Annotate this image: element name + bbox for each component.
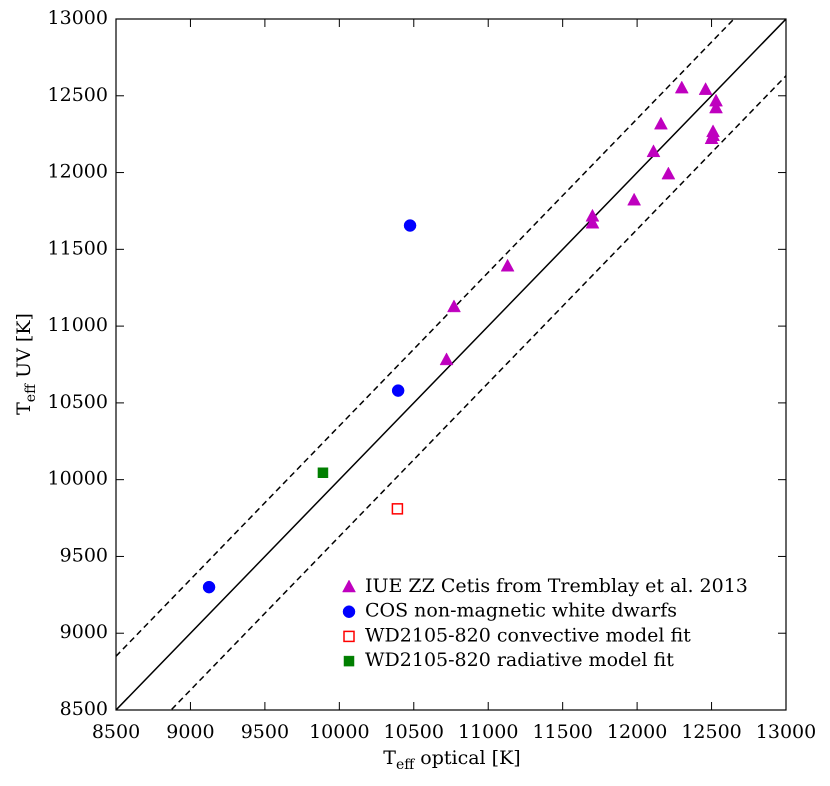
triangle-marker bbox=[704, 131, 719, 145]
triangle-marker bbox=[627, 192, 642, 206]
triangle-marker bbox=[646, 144, 661, 158]
legend-label: WD2105-820 radiative model fit bbox=[365, 649, 674, 671]
triangle-marker bbox=[661, 166, 676, 180]
triangle-marker bbox=[674, 80, 689, 94]
legend: IUE ZZ Cetis from Tremblay et al. 2013 CO… bbox=[342, 575, 748, 671]
reference-line bbox=[170, 75, 786, 710]
y-tick-label: 12000 bbox=[48, 161, 108, 183]
legend-label: IUE ZZ Cetis from Tremblay et al. 2013 bbox=[365, 575, 748, 597]
y-tick-label: 11500 bbox=[48, 237, 108, 259]
x-tick-label: 11000 bbox=[458, 721, 518, 743]
y-tick-label: 11000 bbox=[48, 314, 108, 336]
triangle-marker bbox=[447, 299, 461, 313]
x-label-sub: eff bbox=[396, 757, 415, 773]
y-tick-label: 9500 bbox=[60, 544, 108, 566]
legend-label: COS non-magnetic white dwarfs bbox=[365, 600, 677, 622]
x-tick-label: 8500 bbox=[92, 721, 140, 743]
square-marker bbox=[343, 630, 355, 643]
x-tick-label: 9000 bbox=[166, 721, 214, 743]
y-axis-label: Teff UV [K] bbox=[13, 313, 39, 415]
plot-frame bbox=[115, 18, 787, 711]
y-tick-label: 13000 bbox=[48, 7, 108, 29]
legend-label: WD2105-820 convective model fit bbox=[365, 624, 691, 646]
y-label-sub: eff bbox=[23, 383, 39, 402]
circle-marker bbox=[202, 580, 216, 594]
square-marker bbox=[391, 503, 404, 515]
reference-line bbox=[116, 19, 735, 657]
x-tick-label: 12500 bbox=[681, 721, 741, 743]
square-marker bbox=[317, 467, 329, 479]
x-tick-label: 10500 bbox=[384, 721, 444, 743]
y-tick-label: 12500 bbox=[48, 84, 108, 106]
triangle-marker bbox=[709, 100, 723, 114]
circle-marker bbox=[403, 219, 417, 232]
triangle-marker bbox=[654, 116, 668, 130]
x-tick-label: 12000 bbox=[607, 721, 667, 743]
triangle-marker bbox=[439, 352, 454, 366]
x-tick-label: 13000 bbox=[756, 721, 816, 743]
y-tick-label: 8500 bbox=[60, 698, 108, 720]
circle-marker bbox=[342, 605, 356, 618]
square-marker bbox=[343, 655, 355, 667]
triangle-marker bbox=[342, 579, 356, 593]
y-label-main: T bbox=[13, 402, 35, 415]
x-label-main: T bbox=[383, 747, 396, 769]
x-tick-label: 9500 bbox=[241, 721, 289, 743]
triangle-marker bbox=[698, 82, 713, 95]
y-tick-label: 10000 bbox=[48, 468, 108, 490]
circle-marker bbox=[391, 384, 405, 397]
y-tick-label: 9000 bbox=[60, 621, 108, 643]
x-axis-label: Teff optical [K] bbox=[383, 747, 520, 773]
triangle-marker bbox=[500, 258, 515, 272]
x-tick-label: 10000 bbox=[309, 721, 369, 743]
y-tick-label: 10500 bbox=[48, 391, 108, 413]
y-label-rest: UV [K] bbox=[13, 313, 35, 384]
x-tick-label: 11500 bbox=[532, 721, 592, 743]
triangle-marker bbox=[585, 215, 600, 229]
x-label-rest: optical [K] bbox=[414, 747, 520, 769]
